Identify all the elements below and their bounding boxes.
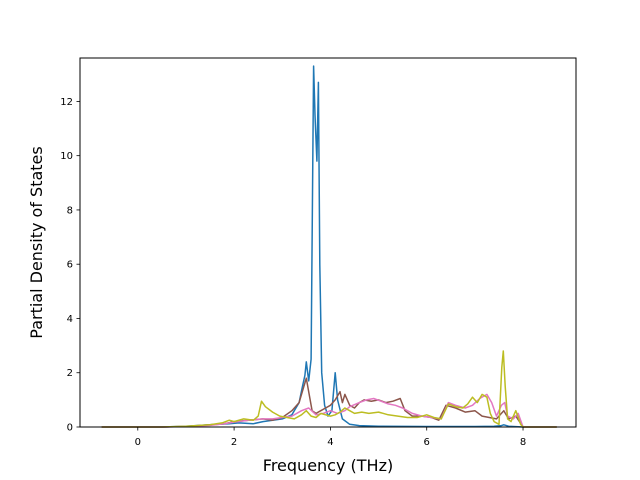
y-axis: 0 2 4 6 8 10 12 bbox=[60, 97, 80, 434]
x-tick-label: 4 bbox=[327, 437, 333, 448]
y-tick-label: 6 bbox=[67, 260, 73, 271]
plot-frame bbox=[79, 57, 577, 428]
x-tick-label: 0 bbox=[135, 437, 141, 448]
y-tick-label: 10 bbox=[60, 151, 73, 162]
series-line-4 bbox=[101, 350, 557, 428]
y-axis-label: Partial Density of States bbox=[27, 146, 46, 338]
x-tick-label: 8 bbox=[520, 437, 526, 448]
series-line-2 bbox=[101, 377, 557, 428]
x-axis: 0 2 4 6 8 bbox=[135, 427, 526, 448]
series-line-3 bbox=[101, 393, 557, 428]
y-tick-label: 4 bbox=[67, 314, 73, 325]
x-axis-label: Frequency (THz) bbox=[263, 456, 393, 475]
y-tick-label: 8 bbox=[67, 205, 73, 216]
x-tick-label: 6 bbox=[424, 437, 430, 448]
x-tick-label: 2 bbox=[231, 437, 237, 448]
y-tick-label: 12 bbox=[60, 97, 73, 108]
y-tick-label: 0 bbox=[67, 423, 73, 434]
y-tick-label: 2 bbox=[67, 368, 73, 379]
